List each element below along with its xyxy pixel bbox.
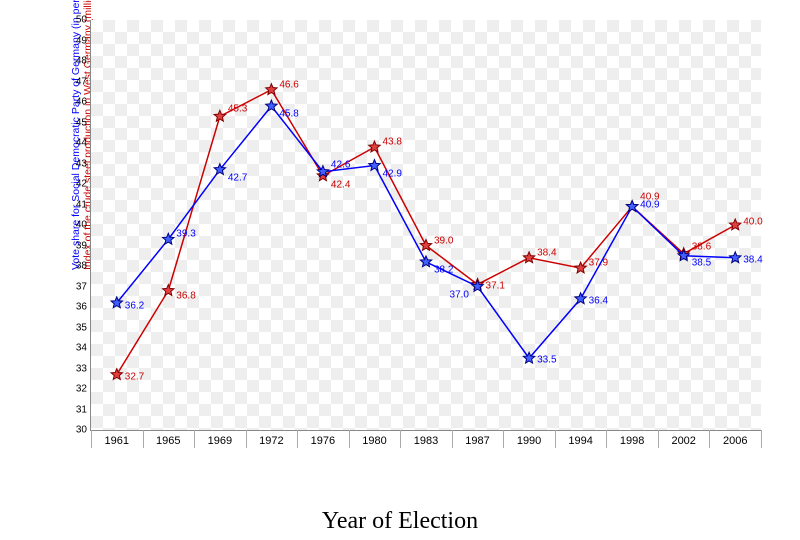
ytick: 40 <box>75 220 87 231</box>
red-data-label: 43.8 <box>382 137 401 148</box>
xtick-separator <box>503 430 504 448</box>
blue-data-label: 40.9 <box>640 199 659 210</box>
xtick-separator <box>709 430 710 448</box>
red-marker <box>523 252 534 263</box>
red-data-label: 37.9 <box>589 258 608 269</box>
ytick: 34 <box>75 343 87 354</box>
ytick: 45 <box>75 117 87 128</box>
xtick-separator <box>658 430 659 448</box>
xtick: 1965 <box>156 435 180 447</box>
blue-line <box>117 106 735 358</box>
blue-marker <box>575 293 586 304</box>
xtick: 1990 <box>517 435 541 447</box>
xtick-separator <box>91 430 92 448</box>
red-data-label: 40.0 <box>743 217 762 228</box>
red-data-label: 36.8 <box>176 290 195 301</box>
red-marker <box>163 285 174 296</box>
ytick: 37 <box>75 281 87 292</box>
xtick-separator <box>452 430 453 448</box>
blue-marker <box>266 100 277 111</box>
blue-data-label: 38.4 <box>743 254 762 265</box>
ytick: 33 <box>75 363 87 374</box>
ytick: 41 <box>75 199 87 210</box>
blue-data-label: 38.2 <box>434 264 453 275</box>
blue-marker <box>420 256 431 267</box>
xtick: 1969 <box>208 435 232 447</box>
ytick: 50 <box>75 15 87 26</box>
xtick-separator <box>194 430 195 448</box>
xtick-separator <box>606 430 607 448</box>
chart-container: Vote share for Social Democratic Party o… <box>60 20 760 470</box>
red-line <box>117 90 735 375</box>
red-marker <box>266 84 277 95</box>
blue-marker <box>369 160 380 171</box>
ytick: 49 <box>75 35 87 46</box>
xtick: 1980 <box>362 435 386 447</box>
red-marker <box>111 369 122 380</box>
red-marker <box>730 219 741 230</box>
red-data-label: 46.6 <box>279 79 298 90</box>
xtick-separator <box>400 430 401 448</box>
plot-area: 1961196519691972197619801983198719901994… <box>90 20 761 431</box>
xtick: 1961 <box>105 435 129 447</box>
blue-data-label: 39.3 <box>176 229 195 240</box>
xtick: 1998 <box>620 435 644 447</box>
xtick: 1983 <box>414 435 438 447</box>
xaxis-label: Year of Election <box>0 508 800 535</box>
blue-marker <box>730 252 741 263</box>
ytick: 43 <box>75 158 87 169</box>
xtick: 1994 <box>568 435 592 447</box>
blue-data-label: 33.5 <box>537 355 556 366</box>
xtick-separator <box>761 430 762 448</box>
ytick: 30 <box>75 425 87 436</box>
blue-data-label: 36.2 <box>125 300 144 311</box>
red-data-label: 37.1 <box>486 281 505 292</box>
chart-lines <box>91 20 761 430</box>
blue-data-label: 38.5 <box>692 257 711 268</box>
red-data-label: 42.4 <box>331 179 350 190</box>
xtick: 2002 <box>671 435 695 447</box>
blue-data-label: 42.7 <box>228 172 247 183</box>
ytick: 38 <box>75 261 87 272</box>
xtick-separator <box>143 430 144 448</box>
xtick: 2006 <box>723 435 747 447</box>
red-marker <box>214 110 225 121</box>
ytick: 36 <box>75 302 87 313</box>
xtick: 1976 <box>311 435 335 447</box>
blue-data-label: 45.8 <box>279 109 298 120</box>
red-data-label: 38.4 <box>537 247 556 258</box>
ytick: 32 <box>75 384 87 395</box>
blue-data-label: 37.0 <box>450 289 469 300</box>
red-marker <box>369 141 380 152</box>
xtick-separator <box>246 430 247 448</box>
xtick: 1972 <box>259 435 283 447</box>
ytick: 42 <box>75 179 87 190</box>
red-data-label: 39.0 <box>434 235 453 246</box>
ytick: 39 <box>75 240 87 251</box>
xtick: 1987 <box>465 435 489 447</box>
ytick: 46 <box>75 97 87 108</box>
ytick: 35 <box>75 322 87 333</box>
red-data-label: 32.7 <box>125 371 144 382</box>
ytick: 47 <box>75 76 87 87</box>
xtick-separator <box>349 430 350 448</box>
blue-data-label: 42.6 <box>331 159 350 170</box>
xtick-separator <box>297 430 298 448</box>
blue-data-label: 36.4 <box>589 295 608 306</box>
xtick-separator <box>555 430 556 448</box>
red-data-label: 38.6 <box>692 241 711 252</box>
blue-data-label: 42.9 <box>382 168 401 179</box>
red-data-label: 45.3 <box>228 104 247 115</box>
ytick: 48 <box>75 56 87 67</box>
ytick: 31 <box>75 404 87 415</box>
ytick: 44 <box>75 138 87 149</box>
